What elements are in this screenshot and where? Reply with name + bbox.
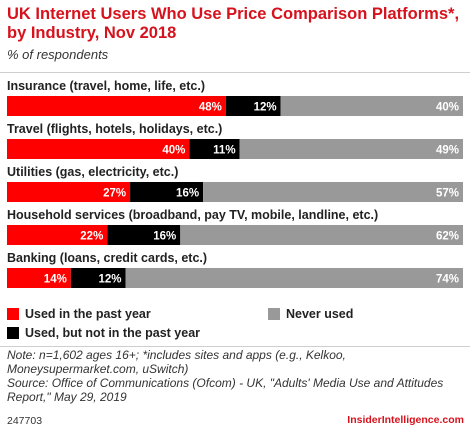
title-divider	[0, 72, 470, 73]
bar-segment	[70, 268, 126, 288]
data-label: 57%	[436, 188, 459, 200]
bar-segment	[7, 225, 108, 245]
data-label: 40%	[436, 102, 459, 114]
data-label: 49%	[436, 145, 459, 157]
legend-item-used-past-year: Used in the past year	[7, 307, 151, 321]
data-label: 12%	[99, 274, 122, 286]
bar-segment	[280, 96, 463, 116]
note-text: Note: n=1,602 ages 16+; *includes sites …	[7, 348, 346, 376]
data-label: 16%	[153, 231, 176, 243]
chart-notes: Note: n=1,602 ages 16+; *includes sites …	[7, 348, 467, 404]
data-label: 14%	[44, 274, 67, 286]
bar-segment	[125, 268, 463, 288]
data-label: 12%	[254, 102, 277, 114]
bar-group: Household services (broadband, pay TV, m…	[7, 208, 463, 245]
bar-group: Insurance (travel, home, life, etc.) 48% 1…	[7, 79, 463, 116]
legend-item-never-used: Never used	[268, 307, 353, 321]
bar-segment	[225, 96, 281, 116]
data-label: 11%	[213, 145, 235, 157]
stacked-bar-chart: Insurance (travel, home, life, etc.) 48% 1…	[7, 79, 463, 288]
chart-id: 247703	[7, 415, 43, 427]
brand-link[interactable]: InsiderIntelligence.com	[347, 414, 464, 426]
data-label: 27%	[103, 188, 126, 200]
chart-title: UK Internet Users Who Use Price Comparis…	[7, 5, 460, 42]
bar-group: Travel (flights, hotels, holidays, etc.)…	[7, 122, 463, 159]
category-label: Utilities (gas, electricity, etc.)	[7, 165, 178, 179]
bar-segment	[180, 225, 463, 245]
category-label: Insurance (travel, home, life, etc.)	[7, 79, 205, 93]
bar-group: Banking (loans, credit cards, etc.) 14% 12…	[7, 251, 463, 288]
bar-group: Utilities (gas, electricity, etc.) 27% 16%…	[7, 165, 463, 202]
legend-label: Used in the past year	[25, 307, 151, 321]
data-label: 16%	[176, 188, 199, 200]
data-label: 22%	[80, 231, 103, 243]
bar-segment	[7, 268, 71, 288]
bar-segment	[107, 225, 181, 245]
data-label: 48%	[199, 102, 222, 114]
bar-segment	[7, 96, 226, 116]
legend-swatch	[7, 327, 19, 339]
notes-divider	[0, 346, 470, 347]
legend: Used in the past year Never used Used, b…	[0, 305, 470, 345]
data-label: 62%	[436, 231, 459, 243]
legend-swatch	[268, 308, 280, 320]
bar-segment	[189, 139, 240, 159]
legend-item-used-not-past-year: Used, but not in the past year	[7, 326, 200, 340]
chart-subtitle: % of respondents	[7, 47, 109, 62]
legend-label: Never used	[286, 307, 354, 321]
category-label: Household services (broadband, pay TV, m…	[7, 208, 378, 222]
bar-segment	[203, 182, 463, 202]
bar-segment	[239, 139, 463, 159]
data-label: 40%	[162, 145, 185, 157]
bar-segment	[130, 182, 204, 202]
bar-segment	[7, 139, 190, 159]
bar-segment	[7, 182, 131, 202]
data-label: 74%	[436, 274, 459, 286]
legend-swatch	[7, 308, 19, 320]
category-label: Banking (loans, credit cards, etc.)	[7, 251, 207, 265]
category-label: Travel (flights, hotels, holidays, etc.)	[7, 122, 222, 136]
source-text: Source: Office of Communications (Ofcom)…	[7, 376, 444, 404]
legend-label: Used, but not in the past year	[25, 326, 201, 340]
